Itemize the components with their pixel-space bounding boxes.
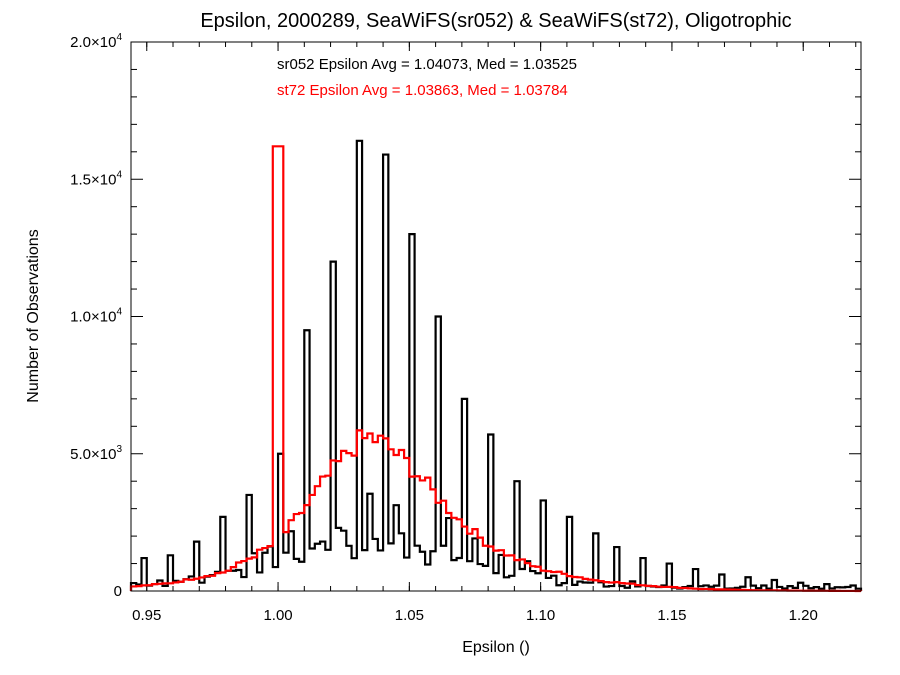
y-tick-exponent: 4 — [116, 32, 122, 43]
sr052-step-line — [129, 139, 863, 591]
y-axis-label: Number of Observations — [25, 229, 42, 402]
st72-step-line — [129, 145, 863, 593]
y-tick-mantissa: 1.0×10 — [70, 309, 116, 326]
x-tick-label: 1.20 — [789, 607, 818, 624]
st72-histogram — [129, 145, 863, 593]
x-tick-label: 1.05 — [395, 607, 424, 624]
y-tick-exponent: 4 — [116, 307, 122, 318]
y-tick-exponent: 4 — [116, 169, 122, 180]
y-tick-mantissa: 5.0×10 — [70, 446, 116, 463]
y-tick-label: 5.0×103 — [70, 444, 122, 463]
y-tick-label: 2.0×104 — [70, 32, 122, 51]
y-tick-label: 1.0×104 — [70, 307, 122, 326]
y-tick-label: 0 — [114, 583, 122, 600]
annotation-sr052: sr052 Epsilon Avg = 1.04073, Med = 1.035… — [277, 56, 577, 73]
sr052-histogram — [129, 139, 863, 591]
chart-title: Epsilon, 2000289, SeaWiFS(sr052) & SeaWi… — [200, 10, 791, 32]
y-tick-mantissa: 1.5×10 — [70, 171, 116, 188]
plot-frame — [130, 41, 862, 592]
x-axis-label: Epsilon () — [462, 639, 530, 656]
x-tick-label: 0.95 — [132, 607, 161, 624]
x-tick-label: 1.00 — [263, 607, 292, 624]
annotation-st72: st72 Epsilon Avg = 1.03863, Med = 1.0378… — [277, 82, 568, 99]
y-tick-label: 1.5×104 — [70, 169, 122, 188]
axis-ticks: 0.95 1.00 1.05 1.10 1.15 1.2005.0×1031.0×1041… — [70, 32, 861, 624]
y-tick-mantissa: 0 — [114, 583, 122, 600]
x-tick-label: 1.15 — [657, 607, 686, 624]
x-tick-label: 1.10 — [526, 607, 555, 624]
y-tick-exponent: 3 — [116, 444, 122, 455]
y-tick-mantissa: 2.0×10 — [70, 34, 116, 51]
